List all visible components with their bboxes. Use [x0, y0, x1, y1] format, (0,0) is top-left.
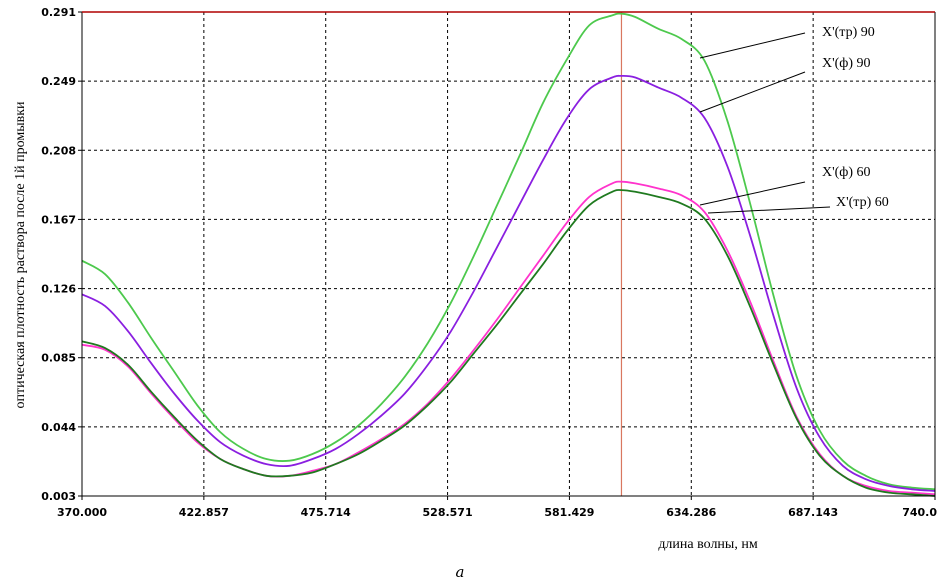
x-tick-label: 475.714: [301, 506, 351, 519]
y-tick-label: 0.085: [41, 352, 76, 365]
x-tick-label: 422.857: [179, 506, 229, 519]
legend-leader-line: [699, 71, 806, 113]
x-tick-label: 634.286: [666, 506, 716, 519]
legend-label: X'(ф) 60: [822, 165, 871, 180]
x-tick-label: 687.143: [788, 506, 838, 519]
legend-label: X'(ф) 90: [822, 56, 871, 71]
series-line-f-60: [81, 180, 936, 496]
series-line-tr-90: [81, 12, 936, 491]
frame-layer: [81, 11, 936, 497]
legend-leader-line: [699, 32, 806, 59]
ticks-layer: 370.000 422.857 475.714 528.571 581.429 634.2…: [41, 6, 937, 519]
x-axis-title: длина волны, нм: [658, 537, 758, 552]
x-tick-label: 740.0: [902, 506, 937, 519]
series-line-tr-60: [81, 189, 936, 497]
x-tick-label: 528.571: [423, 506, 473, 519]
legend-layer: X'(тр) 90 X'(ф) 90 X'(ф) 60 X'(тр) 60: [699, 25, 889, 214]
legend-label: X'(тр) 60: [836, 195, 889, 210]
x-tick-label: 581.429: [544, 506, 594, 519]
legend-leader-line: [699, 181, 806, 206]
x-tick-label: 370.000: [57, 506, 107, 519]
legend-leader-line: [707, 206, 831, 214]
y-tick-label: 0.291: [41, 6, 76, 19]
y-tick-label: 0.126: [41, 283, 76, 296]
y-tick-label: 0.003: [41, 490, 76, 503]
figure-caption: а: [456, 563, 465, 581]
series-layer: [81, 12, 936, 497]
y-tick-label: 0.249: [41, 75, 76, 88]
series-line-f-90: [81, 74, 936, 492]
legend-label: X'(тр) 90: [822, 25, 875, 40]
y-tick-label: 0.208: [41, 144, 76, 157]
grid-layer: [82, 12, 935, 496]
y-axis-title: оптическая плотность раствора после 1й п…: [13, 101, 28, 409]
y-tick-label: 0.167: [41, 213, 76, 226]
y-tick-label: 0.044: [41, 421, 76, 434]
